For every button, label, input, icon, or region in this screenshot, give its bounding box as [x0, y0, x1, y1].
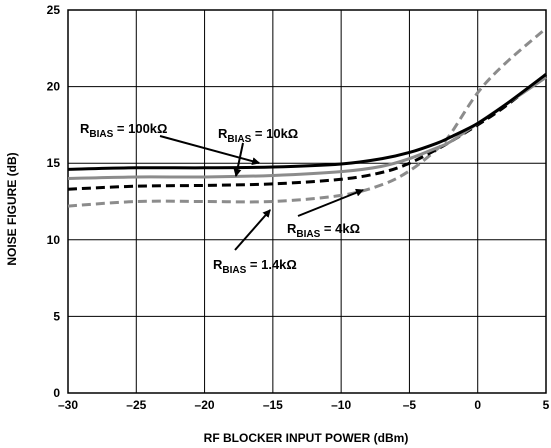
- x-tick-label: –5: [403, 398, 417, 412]
- annotation-label: RBIAS = 100kΩ: [80, 121, 167, 140]
- annotation-label: RBIAS = 4kΩ: [287, 221, 360, 240]
- annotation-arrow: [297, 188, 364, 217]
- x-tick-label: –30: [58, 398, 78, 412]
- annotation-arrow: [234, 209, 271, 251]
- x-tick-label: –20: [195, 398, 215, 412]
- x-tick-label: –15: [263, 398, 283, 412]
- y-tick-label: 25: [47, 3, 61, 17]
- x-tick-label: –25: [126, 398, 146, 412]
- annotation-label: RBIAS = 1.4kΩ: [213, 257, 297, 276]
- y-tick-label: 0: [53, 386, 60, 400]
- plot-area-frame: [67, 9, 547, 394]
- x-tick-label: 0: [474, 398, 481, 412]
- x-tick-label: 5: [543, 398, 550, 412]
- x-axis-label: RF BLOCKER INPUT POWER (dBm): [204, 431, 409, 445]
- series-layer: [67, 27, 547, 208]
- y-tick-label: 10: [47, 233, 61, 247]
- annotations: RBIAS = 100kΩ RBIAS = 10kΩ RBIAS = 4kΩ RBIA…: [80, 121, 364, 276]
- x-tick-label: –10: [331, 398, 351, 412]
- x-tick-labels: –30 –25 –20 –15 –10 –5 0 5: [58, 398, 550, 412]
- y-tick-labels: 0 5 10 15 20 25: [47, 3, 61, 400]
- series-line-1: [67, 73, 547, 171]
- y-tick-label: 5: [53, 309, 60, 323]
- series-line-4: [67, 27, 547, 208]
- y-tick-label: 15: [47, 156, 61, 170]
- y-tick-label: 20: [47, 80, 61, 94]
- annotation-label: RBIAS = 10kΩ: [218, 126, 298, 145]
- y-axis-label: NOISE FIGURE (dB): [5, 152, 19, 265]
- annotation-arrow: [233, 142, 244, 177]
- annotation-arrow: [159, 135, 261, 166]
